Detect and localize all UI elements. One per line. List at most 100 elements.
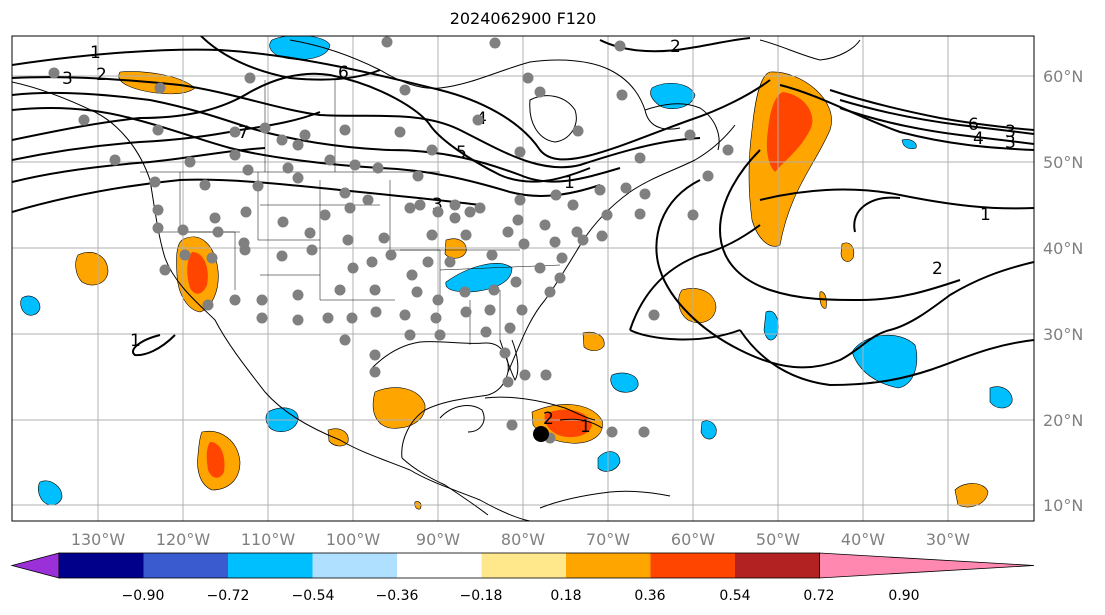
longitude-label: 110°W — [241, 530, 296, 549]
station-dot — [149, 176, 161, 188]
contour-label: 2 — [670, 37, 681, 57]
station-dot — [472, 114, 484, 126]
station-dot — [381, 36, 393, 48]
colorbar-segment — [143, 553, 229, 578]
station-dot — [399, 309, 411, 321]
longitude-label: 70°W — [586, 530, 630, 549]
anomaly-positive-atlantic-small — [840, 242, 855, 262]
station-dot — [504, 322, 516, 334]
anomaly-negative-far-east — [989, 386, 1013, 409]
station-dot — [544, 286, 556, 298]
colorbar-ticks: −0.90 −0.72 −0.54 −0.36 −0.18 0.18 0.36 … — [122, 588, 920, 604]
hispaniola — [559, 418, 603, 429]
station-dot — [638, 426, 650, 438]
station-dot — [510, 276, 522, 288]
colorbar-segment — [397, 553, 482, 578]
station-dot — [372, 162, 384, 174]
station-dot — [404, 202, 416, 214]
station-dot — [459, 286, 471, 298]
station-dot — [634, 208, 646, 220]
colorbar-tick-label: −0.72 — [207, 588, 250, 604]
contour-label: 1 — [130, 331, 141, 351]
longitude-label: 40°W — [841, 530, 885, 549]
station-dot — [179, 249, 191, 261]
station-dot — [572, 125, 584, 137]
longitude-label: 120°W — [156, 530, 211, 549]
station-dot — [199, 179, 211, 191]
east-coast — [507, 124, 736, 373]
station-dot — [460, 229, 472, 241]
contour-label: 2 — [96, 65, 107, 85]
colorbar-outline — [58, 552, 820, 579]
station-dot — [620, 182, 632, 194]
station-dot — [159, 264, 171, 276]
station-dot — [256, 294, 268, 306]
station-dot — [432, 294, 444, 306]
station-dot — [460, 306, 472, 318]
longitude-label: 30°W — [926, 530, 970, 549]
yucatan — [439, 405, 485, 433]
contour-label: 4 — [973, 129, 984, 149]
anomaly-strong-pacific-south — [206, 442, 225, 478]
station-dot — [344, 202, 356, 214]
latitude-label: 30°N — [1043, 325, 1083, 344]
station-dot — [616, 89, 628, 101]
colorbar-segment — [312, 553, 398, 578]
colorbar-extend-max — [819, 552, 1035, 579]
station-dot — [334, 284, 346, 296]
station-dot — [412, 170, 424, 182]
station-dot — [202, 299, 214, 311]
station-dot — [484, 304, 496, 316]
station-dot — [539, 219, 551, 231]
station-dot — [687, 209, 699, 221]
colorbar-tick-label: 0.90 — [888, 588, 919, 604]
shaded-anomalies — [20, 36, 1013, 510]
station-dot — [276, 134, 288, 146]
station-dot — [349, 159, 361, 171]
station-dot — [366, 256, 378, 268]
station-dot — [488, 284, 500, 296]
station-dot — [634, 152, 646, 164]
anomaly-negative-pacific-3 — [20, 295, 41, 316]
latitude-label: 60°N — [1043, 67, 1083, 86]
station-dot — [256, 312, 268, 324]
anomaly-negative-hudson — [650, 82, 696, 109]
station-dot — [514, 194, 526, 206]
colorbar-segment — [650, 553, 736, 578]
station-dot — [322, 312, 334, 324]
station-markers — [48, 36, 734, 444]
station-dot — [430, 312, 442, 324]
greenland-tip — [759, 39, 861, 61]
station-dot — [369, 284, 381, 296]
station-dot — [239, 244, 251, 256]
station-dot — [362, 194, 374, 206]
longitude-label: 90°W — [416, 530, 460, 549]
station-dot — [299, 129, 311, 141]
station-dot — [534, 86, 546, 98]
colorbar-segment — [735, 553, 820, 578]
station-dot — [229, 126, 241, 138]
station-dot — [177, 224, 189, 236]
station-dot — [378, 232, 390, 244]
latitude-label: 40°N — [1043, 239, 1083, 258]
longitude-label: 130°W — [71, 530, 126, 549]
station-dot — [152, 204, 164, 216]
station-dot — [385, 249, 397, 261]
station-dot — [516, 304, 528, 316]
contour-label: 6 — [968, 115, 979, 135]
anomaly-negative-bahamas-east — [610, 372, 639, 393]
station-dot — [486, 249, 498, 261]
station-dot — [648, 309, 660, 321]
station-dot — [259, 122, 271, 134]
station-dot — [502, 376, 514, 388]
station-dot — [154, 82, 166, 94]
station-dot — [722, 144, 734, 156]
anomaly-positive-bahamas — [582, 331, 605, 351]
station-dot — [346, 312, 358, 324]
contour-label: 1 — [580, 417, 591, 437]
station-dot — [399, 84, 411, 96]
contour-label: 1 — [980, 205, 991, 225]
colorbar-tick-label: −0.36 — [376, 588, 419, 604]
station-dot — [339, 124, 351, 136]
colorbar-tick-label: −0.54 — [292, 588, 335, 604]
